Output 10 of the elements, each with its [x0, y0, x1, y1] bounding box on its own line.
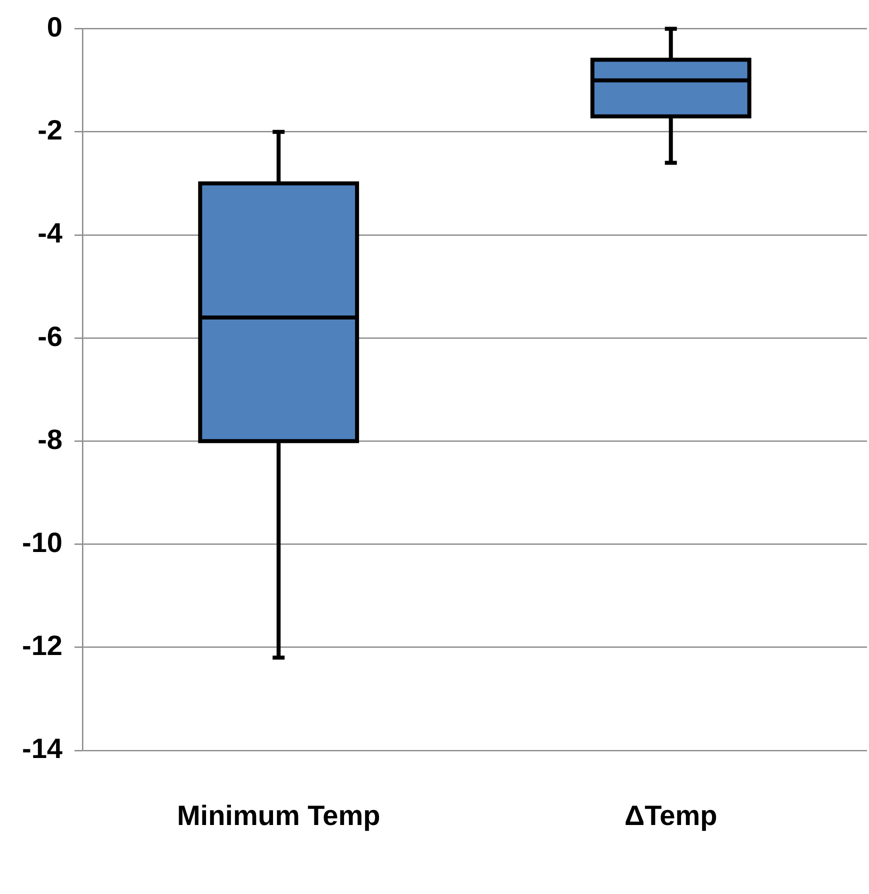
y-tick-label: -6: [38, 320, 62, 352]
y-tick-label: -14: [22, 733, 63, 764]
y-tick-label: 0: [46, 12, 62, 43]
x-tick-label: Minimum Temp: [176, 800, 380, 831]
y-tick-label: -10: [22, 526, 62, 558]
y-tick-label: -8: [38, 424, 62, 455]
y-tick-label: -12: [22, 630, 62, 662]
x-tick-label: ΔTemp: [624, 800, 718, 831]
y-tick-label: -2: [38, 114, 62, 146]
y-tick-label: -4: [38, 218, 63, 249]
